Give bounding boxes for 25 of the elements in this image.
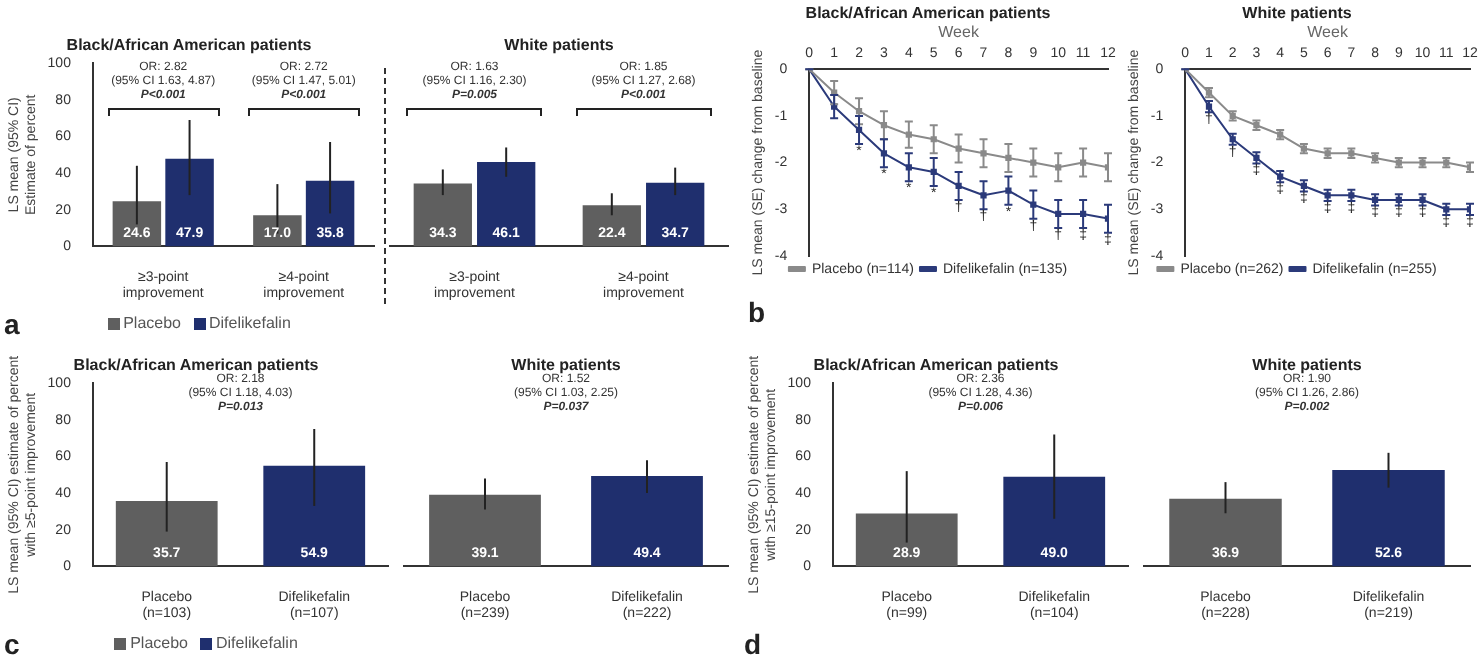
legend-label: Difelikefalin [216, 634, 298, 652]
legend-label: Difelikefalin [209, 314, 291, 332]
bar [305, 180, 355, 247]
bar [413, 183, 472, 247]
chart-title: White patients [1242, 4, 1353, 23]
legend-label: Placebo [123, 314, 181, 332]
legend-label: Placebo [130, 634, 188, 652]
x-axis-title: Week [938, 23, 981, 42]
chart-title: White patients [1252, 356, 1363, 375]
bar [477, 161, 536, 247]
bar [646, 182, 705, 247]
chart-title: Black/African American patients [73, 356, 320, 375]
text: b [748, 296, 766, 328]
chart-title: Black/African American patients [813, 356, 1060, 375]
bar [165, 158, 214, 247]
chart-title: White patients [504, 36, 615, 55]
point [1005, 187, 1012, 194]
text: a [4, 308, 20, 340]
x-axis-title: Week [1307, 23, 1350, 42]
bar [582, 205, 641, 247]
chart-title: Black/African American patients [66, 36, 313, 55]
text: c [4, 628, 20, 660]
chart-title: Black/African American patients [805, 4, 1052, 23]
text: d [744, 628, 762, 660]
chart-title: White patients [511, 356, 622, 375]
